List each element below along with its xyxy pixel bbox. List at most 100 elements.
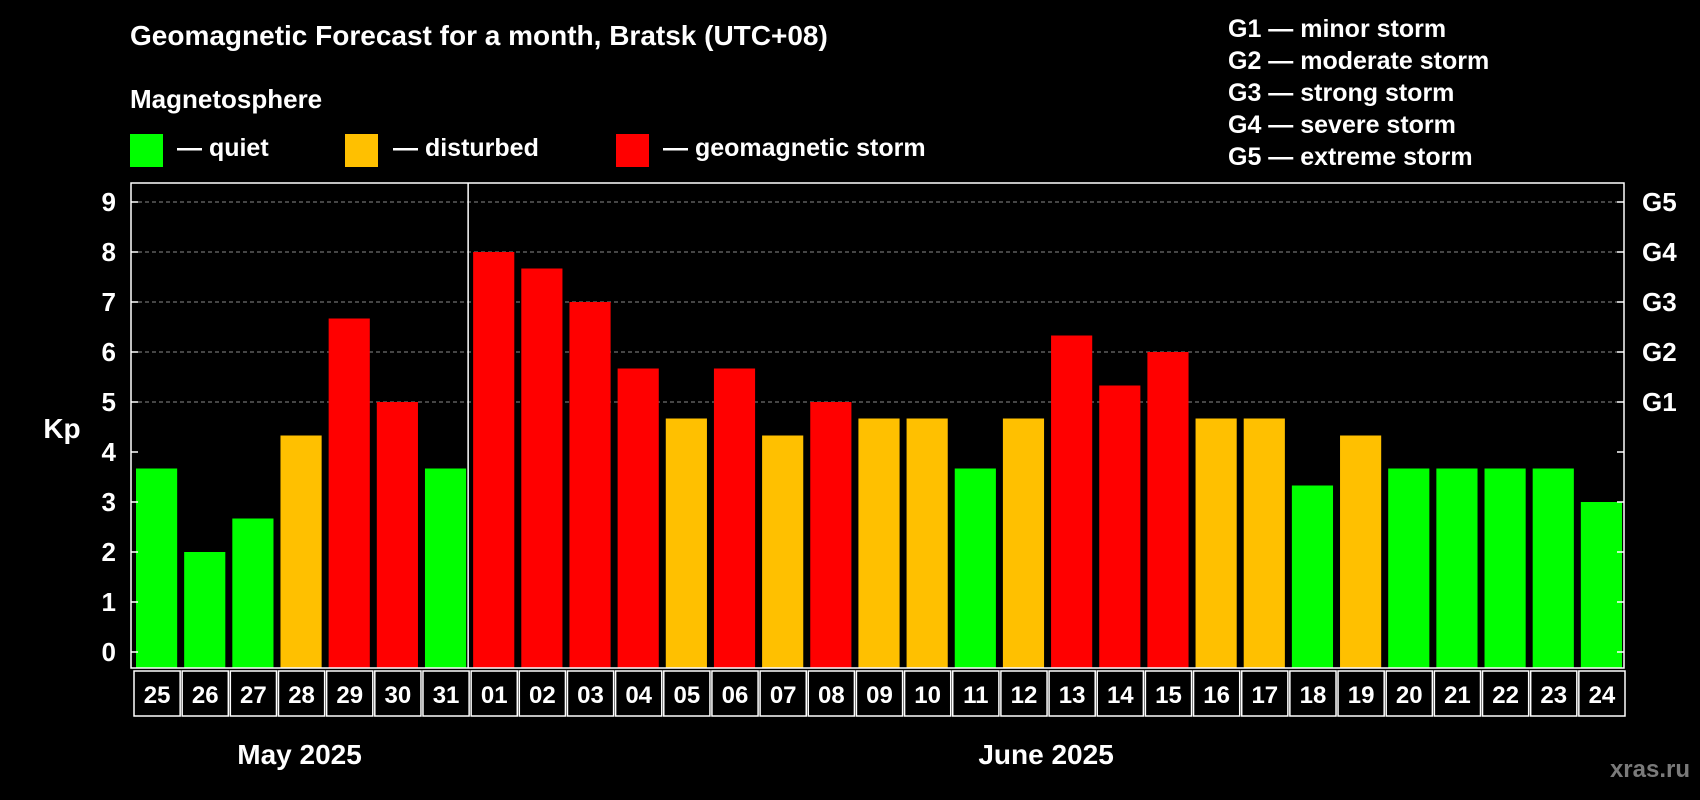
bar-02: [521, 268, 563, 668]
day-label-09: 09: [866, 682, 893, 709]
bar-28: [280, 435, 322, 668]
bar-29: [328, 318, 370, 668]
axes: [130, 182, 1625, 669]
bar-13: [1051, 335, 1093, 668]
day-label-27: 27: [240, 682, 267, 709]
bar-25: [136, 468, 178, 668]
bar-27: [232, 518, 274, 668]
day-label-22: 22: [1492, 682, 1519, 709]
legend-swatch-disturbed: [345, 134, 378, 167]
day-label-08: 08: [818, 682, 845, 709]
y-tick-label-8: 8: [102, 237, 116, 267]
y-tick-label-0: 0: [102, 637, 116, 667]
y-tick-label-2: 2: [102, 537, 116, 567]
day-cell-03: [566, 670, 615, 717]
day-label-13: 13: [1059, 682, 1086, 709]
day-label-16: 16: [1203, 682, 1230, 709]
legend-swatch-storm: [616, 134, 649, 167]
day-cell-26: [181, 670, 230, 717]
y-tick-label-5: 5: [102, 387, 116, 417]
day-cell-01: [470, 670, 519, 717]
bar-03: [569, 302, 611, 668]
day-label-18: 18: [1300, 682, 1327, 709]
y-tick-label-1: 1: [102, 587, 116, 617]
day-cell-18: [1289, 670, 1337, 717]
bar-21: [1436, 468, 1478, 668]
day-cell-11: [951, 670, 1000, 717]
day-cell-19: [1337, 670, 1385, 717]
y-tick-label-3: 3: [102, 487, 116, 517]
bar-05: [665, 418, 707, 668]
day-cell-13: [1048, 670, 1096, 717]
day-label-04: 04: [625, 682, 652, 709]
bar-20: [1388, 468, 1430, 668]
bar-06: [713, 368, 756, 668]
right-axis-label-g2: G2: [1642, 337, 1677, 367]
storm-level-g3: G3 — strong storm: [1228, 79, 1455, 107]
day-cell-09: [855, 670, 904, 717]
day-cell-16: [1192, 670, 1241, 717]
day-label-31: 31: [433, 682, 460, 709]
bar-22: [1484, 468, 1526, 668]
day-cell-25: [133, 670, 181, 717]
day-cell-05: [663, 670, 711, 717]
bar-15: [1147, 352, 1189, 668]
day-label-07: 07: [770, 682, 797, 709]
day-label-30: 30: [385, 682, 412, 709]
legend-label-quiet: — quiet: [177, 134, 269, 162]
bar-23: [1532, 468, 1574, 668]
day-cell-21: [1433, 670, 1482, 717]
bar-12: [1002, 418, 1045, 668]
y-tick-label-7: 7: [102, 287, 116, 317]
bar-30: [376, 402, 418, 668]
day-label-11: 11: [963, 682, 988, 709]
day-cell-31: [422, 670, 470, 717]
day-label-03: 03: [577, 682, 604, 709]
day-cell-07: [759, 670, 808, 717]
month-label-0: May 2025: [237, 739, 362, 770]
day-cell-30: [374, 670, 422, 717]
day-cell-23: [1529, 670, 1578, 717]
bar-18: [1291, 485, 1334, 668]
y-tick-label-6: 6: [102, 337, 116, 367]
day-label-06: 06: [722, 682, 749, 709]
bar-08: [810, 402, 852, 668]
day-cell-20: [1385, 670, 1434, 717]
plot-frame: [130, 182, 1625, 669]
storm-level-g4: G4 — severe storm: [1228, 111, 1456, 139]
month-label-1: June 2025: [978, 739, 1113, 770]
day-cell-04: [614, 670, 663, 717]
day-label-05: 05: [674, 682, 701, 709]
day-label-02: 02: [529, 682, 556, 709]
y-tick-label-4: 4: [102, 437, 117, 467]
day-cell-08: [807, 670, 856, 717]
day-label-24: 24: [1589, 682, 1616, 709]
chart-title: Geomagnetic Forecast for a month, Bratsk…: [130, 20, 828, 51]
day-cell-29: [325, 670, 374, 717]
bar-17: [1243, 418, 1285, 668]
day-label-26: 26: [192, 682, 219, 709]
bar-24: [1580, 502, 1622, 668]
bar-16: [1195, 418, 1237, 668]
bar-04: [617, 368, 659, 668]
day-cell-06: [711, 670, 759, 717]
y-axis-ticks: 0 1 2 3 4 5 6 7 8 9: [102, 187, 138, 667]
day-label-25: 25: [144, 682, 171, 709]
x-axis-day-labels: 25 26 27 28 29 30 31 01 02 03 04 05 06 07 08 09 10 11 12 13…: [133, 670, 1626, 717]
day-label-20: 20: [1396, 682, 1423, 709]
day-label-21: 21: [1444, 682, 1471, 709]
day-label-19: 19: [1348, 682, 1375, 709]
day-label-12: 12: [1011, 682, 1038, 709]
day-cell-10: [903, 670, 952, 717]
y-axis-label: Kp: [43, 413, 80, 444]
bar-10: [906, 418, 948, 668]
bar-26: [184, 552, 226, 668]
y-tick-label-9: 9: [102, 187, 116, 217]
right-axis-label-g3: G3: [1642, 287, 1677, 317]
day-label-10: 10: [914, 682, 941, 709]
bar-31: [424, 468, 467, 668]
storm-level-g2: G2 — moderate storm: [1228, 47, 1490, 75]
day-cell-15: [1144, 670, 1193, 717]
day-label-15: 15: [1155, 682, 1182, 709]
